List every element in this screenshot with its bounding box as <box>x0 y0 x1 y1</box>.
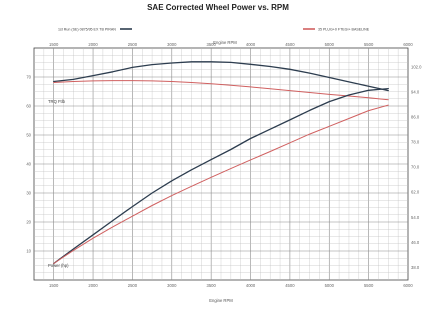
y-tick-label-right: 54.0 <box>411 215 420 220</box>
x-tick-label-bottom: 2500 <box>128 283 138 288</box>
torque-axis-annotation: TRQ Ftlb <box>48 99 66 104</box>
legend-label-baseline: 1st Run (SE) 0875/95 EX TB PIRAN <box>58 28 116 32</box>
x-tick-label-bottom: 4000 <box>246 283 256 288</box>
x-tick-label-top: 2000 <box>88 42 98 47</box>
y-tick-label-left: 50 <box>26 133 31 138</box>
y-tick-label-left: 70 <box>26 75 31 80</box>
y-tick-label-right: 102.0 <box>411 64 422 69</box>
y-tick-label-left: 10 <box>26 249 31 254</box>
power-axis-annotation: Power (hp) <box>48 263 69 268</box>
y-axis-right: 38.0 46.0 54.0 62.0 70.0 78.0 86.0 94.0 102.0 <box>411 64 422 270</box>
y-tick-label-left: 30 <box>26 191 31 196</box>
chart-title: SAE Corrected Wheel Power vs. RPM <box>147 3 289 12</box>
x-tick-label-bottom: 4500 <box>285 283 295 288</box>
series-lines <box>53 61 389 265</box>
x-tick-label-top: 3500 <box>206 42 216 47</box>
legend-label-modified: 35 PLUG+0 FTEGI+ BASELINE <box>318 28 370 32</box>
x-tick-label-top: 6000 <box>403 42 413 47</box>
x-axis-bottom: 1500 2000 2500 3000 3500 4000 4500 5000 5500 6000 <box>49 283 413 288</box>
y-tick-label-right: 86.0 <box>411 114 420 119</box>
x-axis-label-top: Engine RPM <box>213 40 237 45</box>
y-tick-label-right: 70.0 <box>411 165 420 170</box>
series-line-torque-modified <box>53 80 389 101</box>
x-tick-label-top: 3000 <box>167 42 177 47</box>
y-tick-label-right: 62.0 <box>411 190 420 195</box>
x-tick-label-top: 5500 <box>364 42 374 47</box>
y-tick-label-left: 20 <box>26 220 31 225</box>
y-tick-label-right: 94.0 <box>411 89 420 94</box>
y-axis-left: 10 20 30 40 50 60 70 <box>26 75 31 254</box>
x-tick-label-bottom: 3000 <box>167 283 177 288</box>
y-tick-label-right: 38.0 <box>411 265 420 270</box>
x-tick-label-top: 2500 <box>128 42 138 47</box>
legend: 1st Run (SE) 0875/95 EX TB PIRAN 35 PLUG… <box>58 28 370 32</box>
x-tick-label-bottom: 3500 <box>206 283 216 288</box>
x-tick-label-top: 4500 <box>285 42 295 47</box>
x-tick-label-bottom: 5000 <box>325 283 335 288</box>
x-axis-top: 1500 2000 2500 3000 3500 4000 4500 5000 5500 6000 <box>49 42 413 47</box>
grid <box>34 48 408 280</box>
x-tick-label-bottom: 6000 <box>403 283 413 288</box>
x-tick-label-bottom: 5500 <box>364 283 374 288</box>
x-tick-label-bottom: 1500 <box>49 283 59 288</box>
series-line-power-modified <box>53 104 389 264</box>
y-tick-label-right: 46.0 <box>411 240 420 245</box>
y-tick-label-left: 60 <box>26 104 31 109</box>
series-line-power-baseline <box>53 87 389 265</box>
x-tick-label-bottom: 2000 <box>88 283 98 288</box>
y-tick-label-left: 40 <box>26 162 31 167</box>
series-line-torque-baseline <box>53 61 389 92</box>
x-tick-label-top: 1500 <box>49 42 59 47</box>
x-axis-label-bottom: Engine RPM <box>209 298 233 303</box>
x-tick-label-top: 5000 <box>325 42 335 47</box>
x-tick-label-top: 4000 <box>246 42 256 47</box>
y-tick-label-right: 78.0 <box>411 140 420 145</box>
